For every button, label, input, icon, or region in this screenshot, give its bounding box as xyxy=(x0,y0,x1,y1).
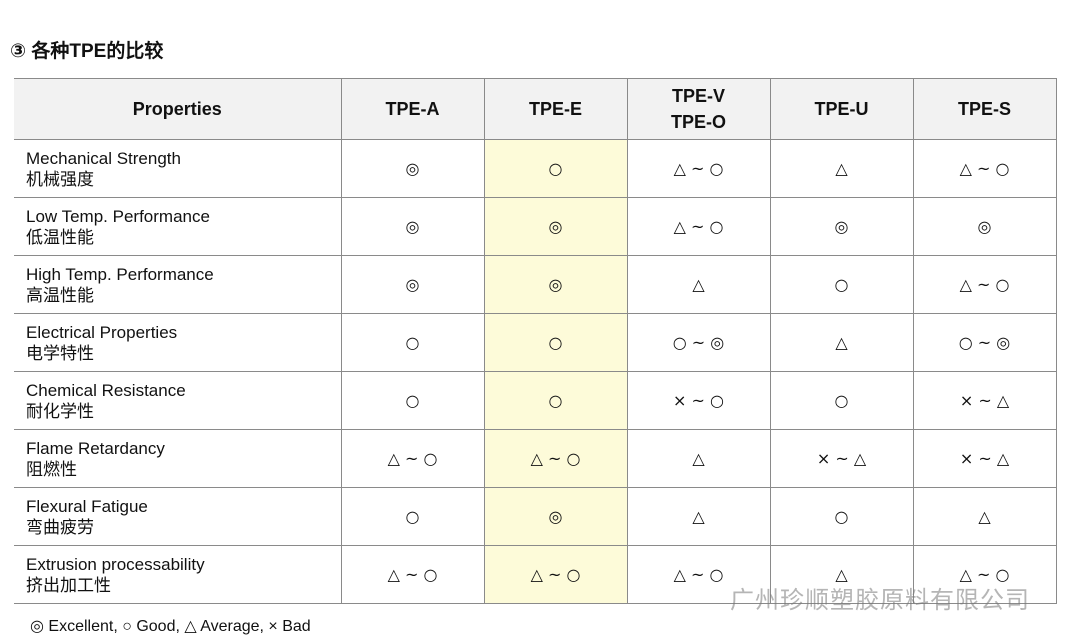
table-row: Extrusion processability 挤出加工性 △ ~ ○ △ ~ ○ △… xyxy=(14,545,1057,604)
column-header: Properties xyxy=(14,78,342,140)
rating-cell: △ xyxy=(912,487,1057,546)
rating-cell: × ~ △ xyxy=(912,371,1057,430)
property-name-zh: 低温性能 xyxy=(26,227,94,247)
comparison-table: Properties TPE-A TPE-E TPE-V TPE-O TPE-U TPE-S… xyxy=(14,78,1057,604)
column-header-line: TPE-V xyxy=(671,86,725,106)
table-row: Electrical Properties 电学特性 ○ ○ ○ ~ ◎ △ ○ ~ ◎ xyxy=(14,313,1057,372)
property-name: Flame Retardancy xyxy=(26,438,165,458)
rating-cell: △ ~ ○ xyxy=(912,255,1057,314)
table-body: Mechanical Strength 机械强度 ◎ ○ △ ~ ○ △ △ ~ ○ Low … xyxy=(14,139,1057,604)
table-row: Chemical Resistance 耐化学性 ○ ○ × ~ ○ ○ × ~ △ xyxy=(14,371,1057,430)
rating-cell: ◎ xyxy=(340,197,485,256)
rating-cell: ○ xyxy=(340,313,485,372)
watermark: 广州珍顺塑胶原料有限公司 xyxy=(730,587,1030,614)
property-name-zh: 弯曲疲劳 xyxy=(26,517,94,537)
column-header: TPE-E xyxy=(483,78,628,140)
property-cell: Low Temp. Performance 低温性能 xyxy=(14,197,342,256)
property-cell: Chemical Resistance 耐化学性 xyxy=(14,371,342,430)
property-cell: Flexural Fatigue 弯曲疲劳 xyxy=(14,487,342,546)
rating-cell: × ~ △ xyxy=(769,429,914,488)
property-name-zh: 机械强度 xyxy=(26,169,94,189)
rating-cell: ○ xyxy=(483,313,628,372)
rating-cell: △ xyxy=(769,139,914,198)
property-name-zh: 高温性能 xyxy=(26,285,94,305)
rating-cell: ○ ~ ◎ xyxy=(912,313,1057,372)
rating-cell: ◎ xyxy=(483,255,628,314)
property-name-zh: 挤出加工性 xyxy=(26,575,111,595)
rating-cell: ○ xyxy=(483,139,628,198)
property-cell: Flame Retardancy 阻燃性 xyxy=(14,429,342,488)
rating-cell: ◎ xyxy=(912,197,1057,256)
property-name: Electrical Properties xyxy=(26,322,178,342)
rating-cell: △ ~ ○ xyxy=(483,545,628,604)
property-name: Flexural Fatigue xyxy=(26,496,148,516)
rating-cell: ○ xyxy=(769,255,914,314)
rating-cell: △ xyxy=(626,429,771,488)
rating-cell: ◎ xyxy=(483,487,628,546)
property-name: Chemical Resistance xyxy=(26,380,186,400)
property-name-zh: 阻燃性 xyxy=(26,459,77,479)
property-cell: Mechanical Strength 机械强度 xyxy=(14,139,342,198)
column-header: TPE-S xyxy=(912,78,1057,140)
rating-cell: △ xyxy=(626,255,771,314)
rating-cell: ◎ xyxy=(340,255,485,314)
table-row: Low Temp. Performance 低温性能 ◎ ◎ △ ~ ○ ◎ ◎ xyxy=(14,197,1057,256)
rating-cell: △ ~ ○ xyxy=(340,545,485,604)
column-header: TPE-A xyxy=(340,78,485,140)
rating-cell: △ ~ ○ xyxy=(912,545,1057,604)
property-name-zh: 电学特性 xyxy=(26,343,94,363)
rating-cell: ◎ xyxy=(769,197,914,256)
property-cell: High Temp. Performance 高温性能 xyxy=(14,255,342,314)
rating-cell: × ~ △ xyxy=(912,429,1057,488)
rating-cell: × ~ ○ xyxy=(626,371,771,430)
table-row: Flame Retardancy 阻燃性 △ ~ ○ △ ~ ○ △ × ~ △ × ~ △ xyxy=(14,429,1057,488)
table-row: High Temp. Performance 高温性能 ◎ ◎ △ ○ △ ~ ○ xyxy=(14,255,1057,314)
column-header: TPE-U xyxy=(769,78,914,140)
table-row: Mechanical Strength 机械强度 ◎ ○ △ ~ ○ △ △ ~ ○ xyxy=(14,139,1057,198)
rating-cell: △ ~ ○ xyxy=(340,429,485,488)
rating-cell: ○ ~ ◎ xyxy=(626,313,771,372)
legend: ◎ Excellent, ○ Good, △ Average, × Bad xyxy=(30,618,311,635)
property-cell: Extrusion processability 挤出加工性 xyxy=(14,545,342,604)
rating-cell: ○ xyxy=(340,371,485,430)
rating-cell: ○ xyxy=(769,371,914,430)
property-name: High Temp. Performance xyxy=(26,264,214,284)
header-row: Properties TPE-A TPE-E TPE-V TPE-O TPE-U TPE-S xyxy=(14,78,1057,140)
rating-cell: △ ~ ○ xyxy=(912,139,1057,198)
column-header-line: TPE-O xyxy=(670,112,726,132)
rating-cell: ◎ xyxy=(483,197,628,256)
property-name: Extrusion processability xyxy=(26,554,205,574)
table-row: Flexural Fatigue 弯曲疲劳 ○ ◎ △ ○ △ xyxy=(14,487,1057,546)
rating-cell: ○ xyxy=(483,371,628,430)
rating-cell: △ xyxy=(769,313,914,372)
column-header: TPE-V TPE-O xyxy=(626,78,771,140)
property-name-zh: 耐化学性 xyxy=(26,401,94,421)
property-cell: Electrical Properties 电学特性 xyxy=(14,313,342,372)
rating-cell: △ ~ ○ xyxy=(483,429,628,488)
title: ③ 各种TPE的比较 xyxy=(10,41,164,62)
property-name: Low Temp. Performance xyxy=(26,206,210,226)
rating-cell: ○ xyxy=(340,487,485,546)
rating-cell: △ ~ ○ xyxy=(626,197,771,256)
rating-cell: ◎ xyxy=(340,139,485,198)
rating-cell: △ xyxy=(626,487,771,546)
rating-cell: ○ xyxy=(769,487,914,546)
property-name: Mechanical Strength xyxy=(26,148,181,168)
rating-cell: △ ~ ○ xyxy=(626,139,771,198)
